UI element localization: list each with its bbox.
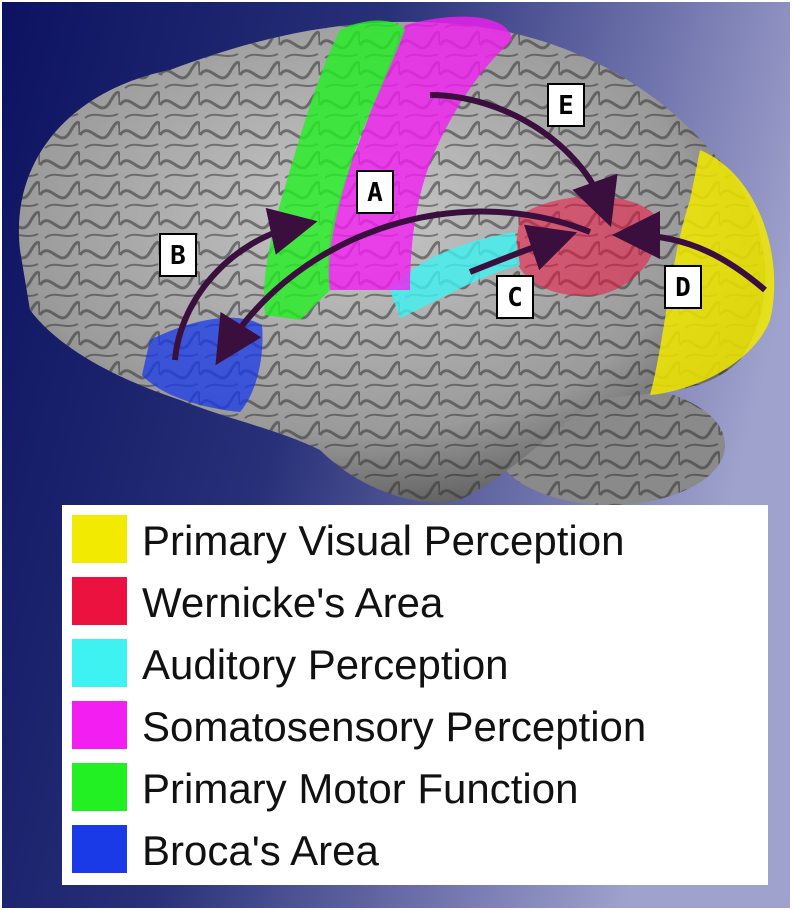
legend-swatch xyxy=(72,639,127,687)
brain-diagram: Primary Visual Perception Wernicke's Area… xyxy=(0,0,792,910)
legend-label: Broca's Area xyxy=(142,827,379,874)
legend-label: Auditory Perception xyxy=(142,641,509,688)
marker-label: B xyxy=(170,241,186,271)
marker-label: D xyxy=(675,273,691,303)
legend-label: Somatosensory Perception xyxy=(142,703,646,750)
legend-label: Wernicke's Area xyxy=(142,579,444,626)
page: Primary Visual Perception Wernicke's Area… xyxy=(0,0,792,910)
marker-label: E xyxy=(558,91,574,121)
marker-label: C xyxy=(507,283,523,313)
legend-label: Primary Motor Function xyxy=(142,765,578,812)
legend-swatch xyxy=(72,577,127,625)
marker-label: A xyxy=(367,178,383,208)
legend-label: Primary Visual Perception xyxy=(142,517,624,564)
legend-swatch xyxy=(72,701,127,749)
legend-swatch xyxy=(72,825,127,873)
legend-swatch xyxy=(72,763,127,811)
legend-swatch xyxy=(72,515,127,563)
